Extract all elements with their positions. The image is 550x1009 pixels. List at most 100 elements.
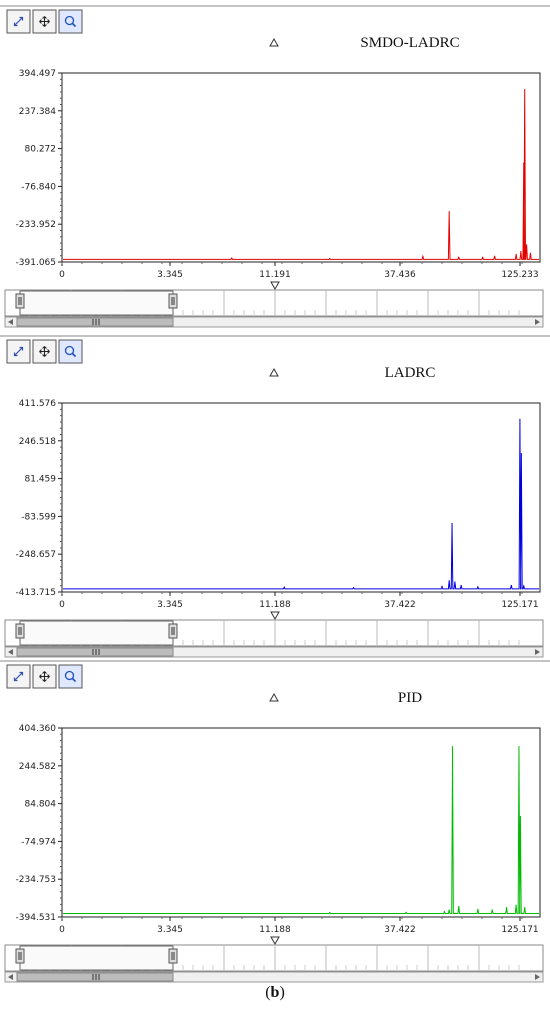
overview-navigator[interactable] <box>4 619 544 647</box>
x-tick-label: 0 <box>59 270 65 280</box>
zoom-icon <box>64 15 77 28</box>
x-tick-label: 0 <box>59 600 65 610</box>
pan-button[interactable] <box>32 664 57 689</box>
chart-toolbar <box>0 5 550 34</box>
scroll-thumb[interactable] <box>16 972 174 982</box>
collapse-triangle-icon[interactable] <box>269 367 279 377</box>
x-tick-label: 125.171 <box>501 925 538 935</box>
x-tick-label: 125.171 <box>501 600 538 610</box>
data-point <box>448 909 450 911</box>
data-point <box>491 909 493 911</box>
data-point <box>451 746 454 748</box>
zoom-icon <box>64 670 77 683</box>
chart-panel-smdo-ladrc: SMDO-LADRC 394.497 237.384 80.272 -76.840 -23… <box>0 0 550 328</box>
x-tick-label: 3.345 <box>157 925 183 935</box>
data-point <box>441 585 443 588</box>
series-line-ladrc <box>63 419 539 590</box>
horizontal-scrollbar[interactable] <box>4 316 544 328</box>
zoom-extents-button[interactable] <box>6 9 31 34</box>
data-point <box>524 907 526 909</box>
zoom-button[interactable] <box>58 9 83 34</box>
chart-panel-pid: PID 404.360 244.582 84.804 -74.974 -234.753 -3… <box>0 655 550 983</box>
y-tick-label: 246.518 <box>19 437 56 447</box>
range-handle[interactable] <box>15 623 25 639</box>
pan-button[interactable] <box>32 9 57 34</box>
range-handle[interactable] <box>15 948 25 964</box>
range-handle[interactable] <box>15 293 25 309</box>
x-tick-label: 37.422 <box>384 925 416 935</box>
scroll-thumb[interactable] <box>16 317 174 327</box>
pan-button[interactable] <box>32 339 57 364</box>
y-tick-label: 237.384 <box>19 107 56 117</box>
zoom-icon <box>64 345 77 358</box>
data-point <box>458 256 460 259</box>
y-tick-label: 81.459 <box>25 475 57 485</box>
y-tick-label: 411.576 <box>19 399 56 409</box>
chart-svg: SMDO-LADRC 394.497 237.384 80.272 -76.840 -23… <box>0 5 550 328</box>
chart-svg: PID 404.360 244.582 84.804 -74.974 -234.753 -3… <box>0 660 550 983</box>
data-point <box>448 580 450 582</box>
x-tick-label: 3.345 <box>157 600 183 610</box>
x-tick-label: 37.436 <box>384 270 416 280</box>
scroll-thumb[interactable] <box>16 647 174 657</box>
chart-svg: LADRC 411.576 246.518 81.459 -83.599 -248.657… <box>0 335 550 658</box>
figure-caption: (b) <box>265 984 285 1001</box>
pan-icon <box>39 16 50 27</box>
plot-area <box>61 402 541 593</box>
y-tick-label: 84.804 <box>25 800 57 810</box>
data-point <box>352 587 355 589</box>
scroll-left-icon[interactable] <box>8 649 13 655</box>
collapse-triangle-icon[interactable] <box>269 37 279 47</box>
horizontal-scrollbar[interactable] <box>4 971 544 983</box>
y-tick-label: 80.272 <box>25 145 57 155</box>
y-tick-label: 244.582 <box>19 762 56 772</box>
collapse-triangle-icon[interactable] <box>269 692 279 702</box>
marker-triangle-icon[interactable] <box>270 936 280 946</box>
horizontal-scrollbar[interactable] <box>4 646 544 658</box>
y-tick-label: -76.840 <box>21 182 56 192</box>
chart-title: LADRC <box>385 365 436 381</box>
y-tick-label: 394.497 <box>19 69 56 79</box>
range-handle[interactable] <box>168 948 178 964</box>
range-handle[interactable] <box>168 623 178 639</box>
data-point <box>518 746 520 748</box>
plot-area <box>61 727 541 918</box>
zoom-extents-icon <box>13 16 24 27</box>
scroll-right-icon[interactable] <box>535 319 540 325</box>
chart-title: SMDO-LADRC <box>360 35 459 51</box>
zoom-button[interactable] <box>58 339 83 364</box>
range-handle[interactable] <box>168 293 178 309</box>
overview-navigator[interactable] <box>4 289 544 317</box>
data-point <box>460 584 462 587</box>
marker-triangle-icon[interactable] <box>270 281 280 291</box>
zoom-button[interactable] <box>58 664 83 689</box>
overview-navigator[interactable] <box>4 944 544 972</box>
data-point <box>329 258 331 260</box>
data-point <box>510 584 512 587</box>
data-point <box>448 211 450 213</box>
scroll-left-icon[interactable] <box>8 319 13 325</box>
chart-toolbar <box>0 335 550 364</box>
scroll-right-icon[interactable] <box>535 974 540 980</box>
marker-triangle-icon[interactable] <box>270 611 280 621</box>
data-point <box>519 418 521 420</box>
data-point <box>458 905 460 908</box>
chart-toolbar <box>0 660 550 689</box>
chart-panel-ladrc: LADRC 411.576 246.518 81.459 -83.599 -248.657… <box>0 330 550 658</box>
zoom-extents-button[interactable] <box>6 664 31 689</box>
data-point <box>451 522 453 525</box>
y-tick-label: -74.974 <box>21 837 56 847</box>
scroll-left-icon[interactable] <box>8 974 13 980</box>
scroll-right-icon[interactable] <box>535 649 540 655</box>
data-point <box>405 911 407 913</box>
data-point <box>529 252 532 254</box>
x-tick-label: 0 <box>59 925 65 935</box>
zoom-extents-button[interactable] <box>6 339 31 364</box>
x-tick-label: 3.345 <box>157 270 183 280</box>
data-point <box>231 257 233 259</box>
data-point <box>526 244 528 246</box>
zoom-extents-icon <box>13 346 24 357</box>
y-tick-label: -233.952 <box>16 220 56 230</box>
data-point <box>520 453 522 455</box>
y-tick-label: -83.599 <box>21 512 56 522</box>
